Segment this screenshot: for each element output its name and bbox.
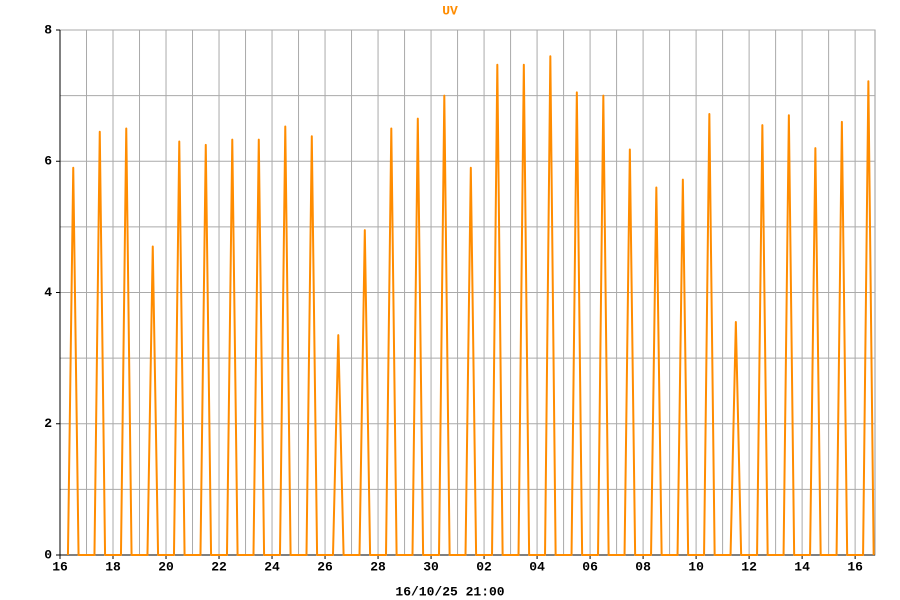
x-tick-label: 30 [423,559,439,574]
x-tick-label: 22 [211,559,227,574]
y-tick-label: 4 [44,285,52,300]
data-line [66,55,875,556]
x-tick-label: 06 [582,559,598,574]
x-tick-label: 18 [105,559,121,574]
x-tick-label: 26 [317,559,333,574]
x-tick-label: 16 [52,559,68,574]
x-tick-label: 24 [264,559,280,574]
x-tick-label: 16 [847,559,863,574]
chart-title: UV [442,3,458,18]
x-tick-label: 20 [158,559,174,574]
x-tick-label: 10 [688,559,704,574]
x-tick-label: 14 [794,559,810,574]
y-tick-label: 8 [44,22,52,37]
x-tick-label: 02 [476,559,492,574]
footer: 16/10/25 21:00 [395,584,504,599]
y-tick-label: 2 [44,416,52,431]
x-tick-label: 12 [741,559,757,574]
x-tick-label: 04 [529,559,545,574]
x-tick-label: 28 [370,559,386,574]
y-tick-label: 6 [44,154,52,169]
y-tick-label: 0 [44,547,52,562]
x-tick-label: 08 [635,559,651,574]
